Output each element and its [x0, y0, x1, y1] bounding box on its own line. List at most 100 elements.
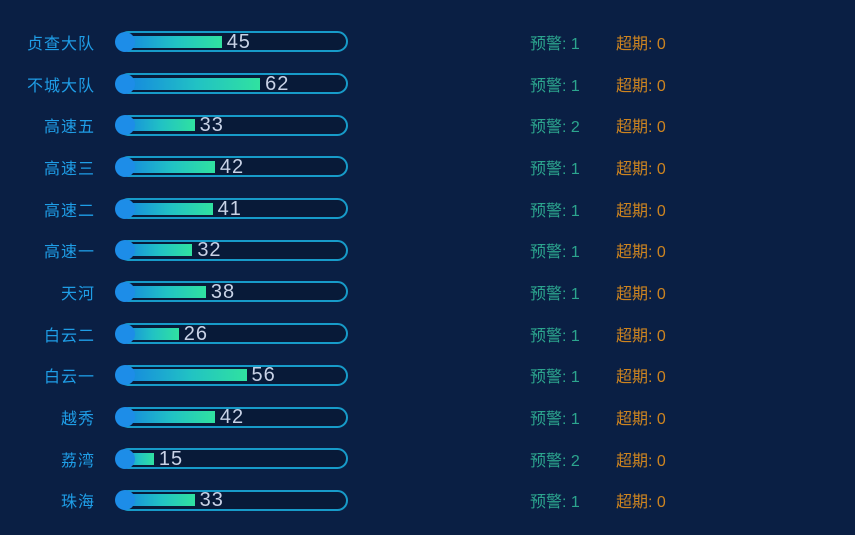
warning-count: 预警: 2 — [530, 119, 580, 137]
progress-bar-track: 32 — [115, 239, 348, 262]
overdue-count: 超期: 0 — [616, 35, 666, 53]
row-stats: 预警: 1 超期: 0 — [530, 322, 666, 346]
table-row: 白云一 56 预警: 1 超期: 0 — [0, 355, 855, 397]
progress-value: 41 — [217, 197, 242, 220]
progress-bar-fill — [115, 407, 215, 428]
progress-bar-fill — [115, 281, 206, 302]
row-stats: 预警: 2 超期: 0 — [530, 113, 666, 137]
progress-bar-fill — [115, 115, 195, 136]
progress-bar-fill — [115, 490, 195, 511]
warning-count: 预警: 1 — [530, 494, 580, 512]
progress-bar-fill — [115, 448, 154, 469]
brigade-label: 珠海 — [60, 494, 95, 512]
progress-bar-cap-icon — [115, 448, 135, 469]
row-stats: 预警: 1 超期: 0 — [530, 238, 666, 262]
overdue-count: 超期: 0 — [616, 369, 666, 387]
overdue-count: 超期: 0 — [616, 285, 666, 303]
overdue-count: 超期: 0 — [616, 494, 666, 512]
table-row: 珠海 33 预警: 1 超期: 0 — [0, 480, 855, 522]
table-row: 天河 38 预警: 1 超期: 0 — [0, 271, 855, 313]
warning-count: 预警: 1 — [530, 202, 580, 220]
progress-bar-fill — [115, 323, 179, 344]
brigade-label: 贞查大队 — [26, 35, 95, 53]
progress-bar-track: 41 — [115, 197, 348, 220]
table-row: 高速一 32 预警: 1 超期: 0 — [0, 229, 855, 271]
progress-bar-cap-icon — [115, 281, 135, 302]
brigade-label: 白云一 — [43, 369, 95, 387]
warning-count: 预警: 1 — [530, 327, 580, 345]
progress-value: 62 — [265, 72, 290, 95]
progress-value: 33 — [199, 114, 224, 137]
progress-bar-track: 33 — [115, 489, 348, 512]
progress-bar-cap-icon — [115, 490, 135, 511]
progress-value: 26 — [183, 322, 208, 345]
progress-bar-cap-icon — [115, 31, 135, 52]
progress-bar-track: 56 — [115, 364, 348, 387]
progress-bar-fill — [115, 156, 215, 177]
row-stats: 预警: 1 超期: 0 — [530, 488, 666, 512]
progress-bar-track: 45 — [115, 30, 348, 53]
progress-bar-fill — [115, 198, 213, 219]
table-row: 不城大队 62 预警: 1 超期: 0 — [0, 63, 855, 105]
table-row: 贞查大队 45 预警: 1 超期: 0 — [0, 21, 855, 63]
progress-bar-cap-icon — [115, 365, 135, 386]
progress-bar-cap-icon — [115, 73, 135, 94]
progress-value: 42 — [219, 406, 245, 429]
progress-bar-fill — [115, 365, 247, 386]
progress-bar-track: 42 — [115, 406, 348, 429]
overdue-count: 超期: 0 — [616, 160, 666, 178]
progress-bar-track: 15 — [115, 447, 348, 470]
warning-count: 预警: 1 — [530, 77, 580, 95]
progress-value: 33 — [199, 489, 224, 512]
progress-bar-cap-icon — [115, 323, 135, 344]
progress-bar-cap-icon — [115, 407, 135, 428]
progress-bar-fill — [115, 73, 261, 94]
brigade-label: 白云二 — [43, 327, 95, 345]
progress-bar-track: 42 — [115, 156, 348, 178]
overdue-count: 超期: 0 — [616, 452, 666, 470]
progress-bar-cap-icon — [115, 198, 135, 219]
warning-count: 预警: 1 — [530, 285, 580, 303]
overdue-count: 超期: 0 — [616, 244, 666, 262]
brigade-label: 不城大队 — [26, 77, 95, 95]
progress-bar-fill — [115, 31, 222, 52]
brigade-label: 天河 — [60, 285, 95, 303]
progress-bar-fill — [115, 240, 193, 261]
table-row: 越秀 42 预警: 1 超期: 0 — [0, 396, 855, 438]
brigade-label: 高速一 — [43, 244, 95, 262]
overdue-count: 超期: 0 — [616, 327, 666, 345]
row-stats: 预警: 1 超期: 0 — [530, 363, 666, 387]
warning-count: 预警: 1 — [530, 369, 580, 387]
table-row: 高速三 42 预警: 1 超期: 0 — [0, 146, 855, 188]
progress-value: 32 — [197, 239, 222, 262]
progress-bar-track: 26 — [115, 322, 348, 345]
row-stats: 预警: 1 超期: 0 — [530, 280, 666, 304]
row-stats: 预警: 2 超期: 0 — [530, 447, 666, 471]
row-stats: 预警: 1 超期: 0 — [530, 405, 666, 429]
brigade-label: 越秀 — [60, 411, 95, 429]
progress-value: 45 — [226, 30, 251, 53]
brigade-label: 高速二 — [43, 202, 95, 220]
overdue-count: 超期: 0 — [616, 77, 666, 95]
progress-value: 56 — [251, 364, 276, 387]
progress-value: 15 — [158, 447, 184, 470]
overdue-count: 超期: 0 — [616, 119, 666, 137]
warning-count: 预警: 1 — [530, 244, 580, 262]
row-stats: 预警: 1 超期: 0 — [530, 72, 666, 96]
row-stats: 预警: 1 超期: 0 — [530, 197, 666, 221]
brigade-label: 荔湾 — [60, 452, 95, 470]
row-stats: 预警: 1 超期: 0 — [530, 30, 666, 54]
warning-count: 预警: 1 — [530, 411, 580, 429]
brigade-label: 高速三 — [43, 160, 95, 178]
progress-bar-cap-icon — [115, 115, 135, 136]
table-row: 荔湾 15 预警: 2 超期: 0 — [0, 438, 855, 480]
progress-bar-cap-icon — [115, 240, 135, 261]
overdue-count: 超期: 0 — [616, 411, 666, 429]
progress-bar-track: 38 — [115, 281, 348, 303]
brigade-label: 高速五 — [43, 119, 95, 137]
table-row: 高速二 41 预警: 1 超期: 0 — [0, 188, 855, 230]
row-stats: 预警: 1 超期: 0 — [530, 155, 666, 179]
warning-count: 预警: 1 — [530, 160, 580, 178]
progress-bar-track: 62 — [115, 72, 348, 95]
